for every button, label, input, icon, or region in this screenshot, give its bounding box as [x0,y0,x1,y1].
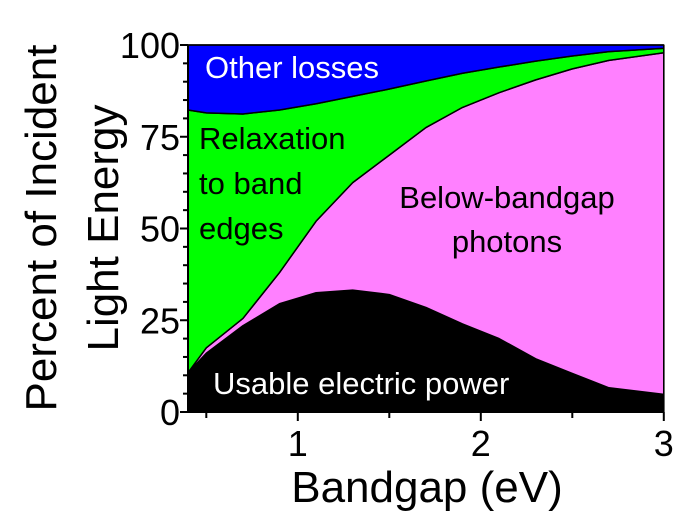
x-tick-label: 1 [288,423,308,464]
y-tick-label: 25 [140,300,180,341]
x-tick-label: 2 [471,423,491,464]
x-tick-label: 3 [654,423,674,464]
y-axis-label: Percent of Incident Light Energy [17,45,128,412]
y-tick-label: 75 [140,117,180,158]
y-tick-label: 100 [120,25,180,66]
annotation-below-bandgap-1: Below-bandgap [399,180,614,215]
y-tick-label: 50 [140,209,180,250]
axes: 0 25 50 75 100 1 2 3 [120,25,674,464]
annotation-usable-power: Usable electric power [213,366,509,401]
annotation-relaxation-1: Relaxation [199,121,345,156]
y-tick-label: 0 [160,392,180,433]
annotation-relaxation-3: edges [199,211,283,246]
y-axis-label-line-1: Percent of Incident [17,45,66,412]
annotation-other-losses: Other losses [205,50,379,85]
annotations: Other losses Relaxation to band edges Be… [199,50,615,401]
annotation-below-bandgap-2: photons [452,224,562,259]
x-axis-label: Bandgap (eV) [291,463,563,512]
annotation-relaxation-2: to band [199,166,302,201]
y-axis-label-line-2: Light Energy [79,104,128,351]
